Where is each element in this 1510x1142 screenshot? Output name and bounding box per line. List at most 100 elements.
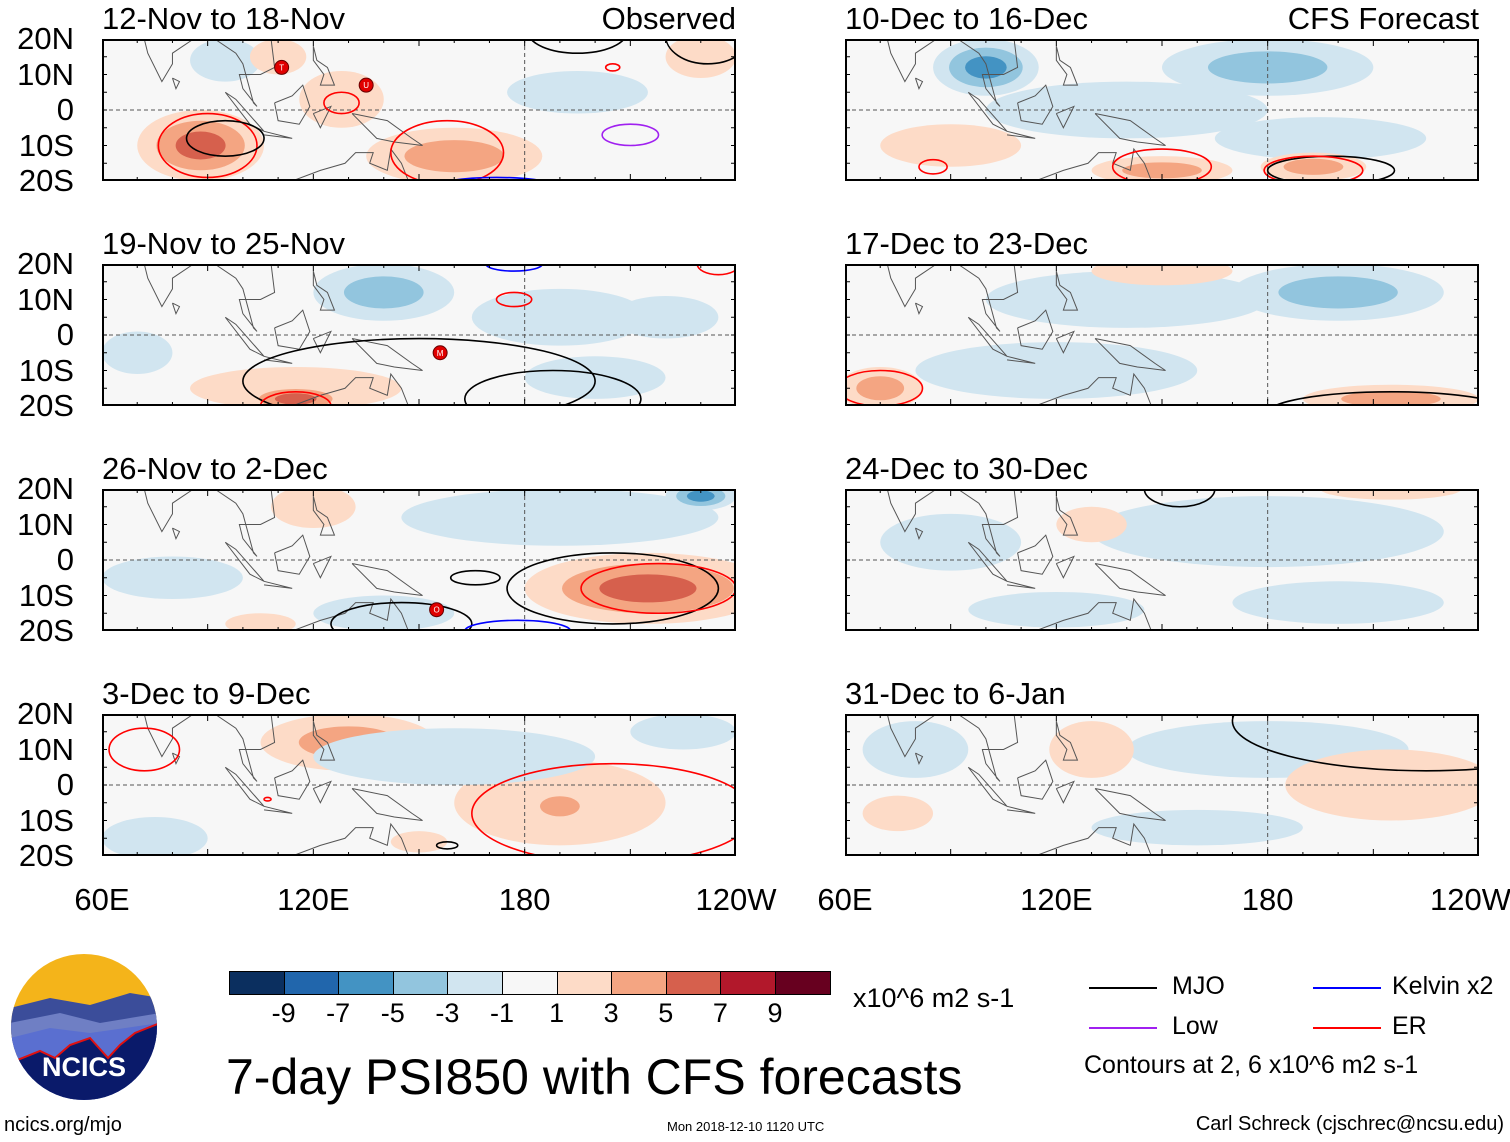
map-panel [845, 39, 1479, 181]
anomaly-region [862, 795, 934, 832]
map-panel: M [102, 264, 736, 406]
colorbar-swatch [284, 972, 340, 994]
colorbar-swatch [612, 972, 667, 994]
mjo-contour [449, 569, 501, 586]
mjo-contour [330, 601, 473, 631]
coastline [171, 527, 181, 541]
anomaly-region [880, 124, 1022, 167]
colorbar-swatch [448, 972, 503, 994]
map-panel [845, 264, 1479, 406]
coastline [1035, 147, 1152, 181]
anomaly-region [190, 39, 261, 82]
colorbar-label: 3 [603, 998, 619, 1028]
coastline [274, 759, 311, 800]
anomaly-region [313, 728, 596, 785]
svg-text:M: M [437, 349, 444, 358]
coastline [312, 45, 336, 86]
mjo-contour [464, 369, 642, 406]
coastline [143, 714, 194, 758]
anomaly-region [102, 556, 243, 600]
x-tick-label: 120W [1430, 882, 1510, 917]
panel-title: 10-Dec to 16-Dec [845, 1, 1088, 36]
anomaly-region [1122, 162, 1202, 179]
y-tick-label: 20N [17, 471, 74, 506]
er-contour [1111, 148, 1213, 181]
anomaly-region [175, 131, 226, 160]
coastline [1006, 580, 1036, 589]
map-panel [845, 489, 1479, 631]
anomaly-region [274, 393, 317, 405]
colorbar-label: -7 [326, 998, 351, 1028]
er-contour [495, 291, 533, 308]
url-link[interactable]: ncics.org/mjo [4, 1114, 122, 1136]
coastline [214, 489, 276, 557]
units-label: x10^6 m2 s-1 [853, 983, 1015, 1013]
x-tick-label: 120W [695, 882, 777, 917]
colorbar-swatch [666, 972, 722, 994]
x-tick-label: 180 [498, 882, 551, 917]
anomaly-region [686, 490, 715, 502]
y-tick-label: 10N [17, 281, 74, 317]
legend-kelvin-label: Kelvin x2 [1392, 972, 1494, 1000]
x-tick-label: 180 [1241, 882, 1294, 917]
coastline [312, 720, 336, 761]
anomaly-region [630, 714, 736, 750]
er-contour [918, 158, 948, 175]
coastline [914, 302, 924, 316]
coastline [171, 77, 181, 91]
coastline [1035, 822, 1152, 856]
storm-marker: M [432, 345, 448, 361]
timestamp: Mon 2018-12-10 1120 UTC [667, 1119, 825, 1134]
legend-er-label: ER [1392, 1012, 1427, 1040]
mjo-contour [1266, 155, 1396, 181]
map-panel [102, 714, 736, 856]
anomaly-region [856, 376, 905, 401]
y-tick-label: 10N [17, 56, 74, 92]
y-tick-label: 20N [17, 246, 74, 281]
colorbar-label: 9 [767, 998, 783, 1028]
svg-text:NCICS: NCICS [42, 1052, 126, 1082]
mjo-contour [1143, 489, 1216, 508]
colorbar-swatch [339, 972, 394, 994]
panel-title: 3-Dec to 9-Dec [102, 676, 311, 711]
coastline [351, 563, 423, 596]
coastline [214, 264, 276, 332]
anomaly-region [599, 574, 697, 603]
er-contour [604, 63, 621, 72]
coastline [292, 597, 409, 631]
y-tick-label: 10N [17, 506, 74, 542]
anomaly-region [225, 613, 296, 631]
legend-mjo-label: MJO [1172, 972, 1225, 1000]
y-tick-label: 20S [18, 163, 74, 198]
kelvin-contour [485, 264, 544, 272]
coastline [274, 309, 311, 350]
coastline [351, 338, 423, 371]
y-tick-label: 10S [18, 127, 74, 163]
colorbar-label: 7 [712, 998, 728, 1028]
anomaly-region [1320, 489, 1462, 500]
coastline [1035, 597, 1152, 631]
colorbar-swatch [393, 972, 449, 994]
anomaly-region [965, 56, 1007, 79]
legend-low-label: Low [1172, 1012, 1218, 1040]
coastline [1017, 309, 1054, 350]
coastline [224, 316, 265, 357]
svg-text:T: T [279, 63, 284, 72]
panel-title: 12-Nov to 18-Nov [102, 1, 345, 36]
coastline [914, 752, 924, 766]
y-tick-label: 10S [18, 802, 74, 838]
y-tick-label: 20N [17, 21, 74, 56]
colorbar-swatch [502, 972, 558, 994]
anomaly-region [401, 489, 719, 546]
coastline [1035, 372, 1152, 406]
coastline [351, 788, 423, 821]
anomaly-region [862, 721, 969, 778]
coastline [274, 84, 311, 125]
anomaly-region [507, 70, 648, 114]
er-contour [323, 91, 360, 115]
panel-title: 24-Dec to 30-Dec [845, 451, 1088, 486]
storm-marker: O [429, 602, 445, 618]
coastline [263, 355, 293, 364]
coastline [292, 372, 409, 406]
map-panel: TU [102, 39, 736, 181]
